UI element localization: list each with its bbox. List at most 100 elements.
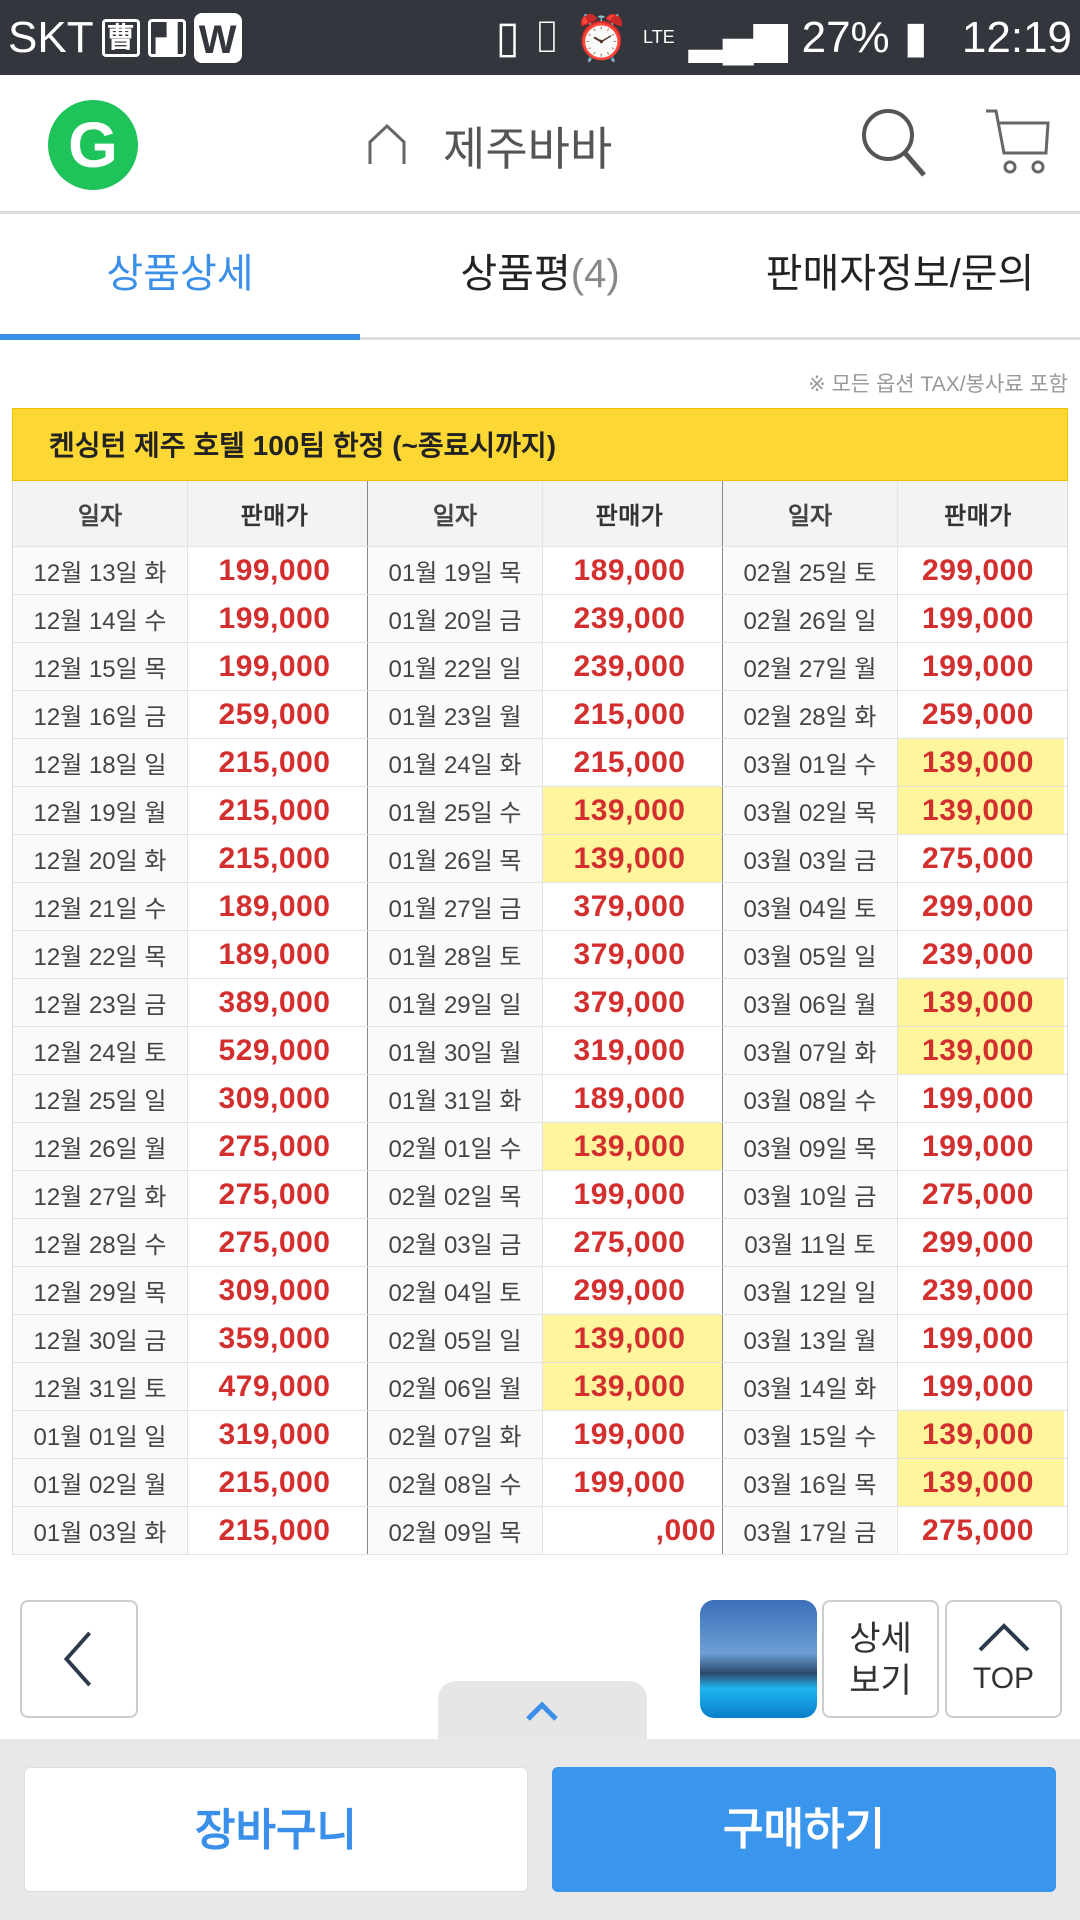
tab-seller-info[interactable]: 판매자정보/문의 bbox=[720, 214, 1080, 337]
date-cell: 12월 24일 토 bbox=[13, 1027, 188, 1074]
price-cell: 199,000 bbox=[188, 595, 368, 642]
date-cell: 02월 27일 월 bbox=[723, 643, 898, 690]
price-cell: 309,000 bbox=[188, 1267, 368, 1314]
tab-label: 판매자정보/문의 bbox=[765, 252, 1035, 296]
table-title: 켄싱턴 제주 호텔 100팀 한정 (~종료시까지) bbox=[12, 408, 1068, 481]
buy-button[interactable]: 구매하기 bbox=[552, 1767, 1056, 1892]
date-cell: 02월 09일 목 bbox=[368, 1507, 543, 1554]
price-cell: 215,000 bbox=[543, 691, 723, 738]
price-cell: 319,000 bbox=[188, 1411, 368, 1458]
scroll-top-button[interactable]: TOP bbox=[945, 1600, 1062, 1718]
date-cell: 01월 26일 목 bbox=[368, 835, 543, 882]
gallery-icon: ▟ bbox=[147, 18, 186, 57]
price-cell: 139,000 bbox=[898, 1411, 1064, 1458]
price-cell: 199,000 bbox=[543, 1171, 723, 1218]
gmarket-logo[interactable]: G bbox=[48, 100, 138, 190]
date-cell: 12월 23일 금 bbox=[13, 979, 188, 1026]
chevron-left-icon bbox=[63, 1631, 92, 1687]
table-row: 12월 16일 금 259,000 01월 23일 월 215,000 02월 28일 … bbox=[13, 691, 1067, 739]
price-cell: 139,000 bbox=[898, 1027, 1064, 1074]
price-cell: 479,000 bbox=[188, 1363, 368, 1410]
hotel-thumbnail[interactable] bbox=[700, 1600, 817, 1718]
date-cell: 03월 08일 수 bbox=[723, 1075, 898, 1122]
date-cell: 03월 09일 목 bbox=[723, 1123, 898, 1170]
date-cell: 12월 26일 월 bbox=[13, 1123, 188, 1170]
price-cell: 199,000 bbox=[922, 1129, 1034, 1163]
price-cell: 199,000 bbox=[922, 1369, 1034, 1403]
date-cell: 01월 22일 일 bbox=[368, 643, 543, 690]
tab-reviews[interactable]: 상품평(4) bbox=[360, 214, 720, 337]
bottom-action-bar: 장바구니 구매하기 bbox=[0, 1739, 1080, 1920]
price-cell: 139,000 bbox=[898, 787, 1064, 834]
review-count: (4) bbox=[570, 252, 620, 296]
date-cell: 02월 28일 화 bbox=[723, 691, 898, 738]
price-cell: 299,000 bbox=[543, 1267, 723, 1314]
top-label: TOP bbox=[972, 1662, 1035, 1695]
price-cell: 275,000 bbox=[922, 1177, 1034, 1211]
table-row: 12월 15일 목 199,000 01월 22일 일 239,000 02월 27일 … bbox=[13, 643, 1067, 691]
price-cell: 239,000 bbox=[922, 1273, 1034, 1307]
add-to-cart-button[interactable]: 장바구니 bbox=[24, 1767, 528, 1892]
date-cell: 12월 14일 수 bbox=[13, 595, 188, 642]
date-cell: 02월 25일 토 bbox=[723, 547, 898, 594]
status-bar: SKT 曹 ▟ W ▯ ⌷ ⏰ LTE ▂▄▆ 27% ▮ 12:19 bbox=[0, 0, 1080, 75]
price-cell: 275,000 bbox=[922, 1513, 1034, 1547]
date-cell: 01월 01일 일 bbox=[13, 1411, 188, 1458]
date-cell: 12월 25일 일 bbox=[13, 1075, 188, 1122]
view-detail-button[interactable]: 상세 보기 bbox=[822, 1600, 939, 1718]
clock: 12:19 bbox=[961, 12, 1072, 62]
date-cell: 12월 16일 금 bbox=[13, 691, 188, 738]
expand-handle[interactable] bbox=[438, 1681, 647, 1741]
price-cell: 189,000 bbox=[543, 547, 723, 594]
price-cell: 259,000 bbox=[188, 691, 368, 738]
date-cell: 03월 03일 금 bbox=[723, 835, 898, 882]
price-cell: 199,000 bbox=[188, 643, 368, 690]
app-header: G 제주바바 bbox=[0, 75, 1080, 214]
alarm-icon: ⏰ bbox=[574, 13, 630, 63]
price-cell: 199,000 bbox=[188, 547, 368, 594]
table-row: 12월 19일 월 215,000 01월 25일 수 139,000 03월 02일 … bbox=[13, 787, 1067, 835]
price-cell: 275,000 bbox=[188, 1171, 368, 1218]
price-cell: 389,000 bbox=[188, 979, 368, 1026]
prev-button[interactable] bbox=[20, 1600, 138, 1718]
column-header: 판매가 bbox=[944, 503, 1012, 530]
w-app-icon: W bbox=[193, 12, 242, 63]
carrier: SKT bbox=[8, 12, 94, 62]
date-cell: 12월 29일 목 bbox=[13, 1267, 188, 1314]
vibrate-icon: ⌷ bbox=[533, 12, 561, 62]
date-cell: 03월 07일 화 bbox=[723, 1027, 898, 1074]
search-icon[interactable] bbox=[858, 105, 928, 180]
tab-label: 상품평 bbox=[460, 252, 571, 296]
price-cell: 239,000 bbox=[543, 643, 723, 690]
price-cell: 275,000 bbox=[188, 1219, 368, 1266]
table-header-row: 일자 판매가 일자 판매가 일자 판매가 bbox=[13, 481, 1067, 547]
price-cell: 199,000 bbox=[543, 1459, 723, 1506]
tax-note: ※ 모든 옵션 TAX/봉사료 포함 bbox=[808, 373, 1068, 396]
cart-icon[interactable] bbox=[982, 107, 1052, 177]
date-cell: 12월 22일 목 bbox=[13, 931, 188, 978]
date-cell: 12월 30일 금 bbox=[13, 1315, 188, 1362]
price-cell: 199,000 bbox=[922, 601, 1034, 635]
price-cell: 379,000 bbox=[543, 979, 723, 1026]
date-cell: 02월 07일 화 bbox=[368, 1411, 543, 1458]
price-cell: 299,000 bbox=[922, 889, 1034, 923]
shop-name[interactable]: 제주바바 bbox=[443, 123, 613, 175]
price-cell: 275,000 bbox=[188, 1123, 368, 1170]
date-cell: 12월 19일 월 bbox=[13, 787, 188, 834]
price-cell: 139,000 bbox=[898, 739, 1064, 786]
screen-mirror-icon: ▯ bbox=[495, 13, 520, 62]
date-cell: 03월 02일 목 bbox=[723, 787, 898, 834]
column-header: 판매가 bbox=[543, 481, 723, 546]
price-cell: 239,000 bbox=[922, 937, 1034, 971]
column-header: 일자 bbox=[368, 481, 543, 546]
price-cell: 529,000 bbox=[188, 1027, 368, 1074]
date-cell: 01월 31일 화 bbox=[368, 1075, 543, 1122]
chevron-up-icon bbox=[526, 1701, 558, 1721]
table-row: 12월 21일 수 189,000 01월 27일 금 379,000 03월 04일 … bbox=[13, 883, 1067, 931]
battery-icon: ▮ bbox=[903, 13, 928, 62]
date-cell: 02월 05일 일 bbox=[368, 1315, 543, 1362]
price-cell: 215,000 bbox=[188, 1459, 368, 1506]
home-icon[interactable] bbox=[362, 120, 412, 170]
tab-product-detail[interactable]: 상품상세 bbox=[0, 214, 360, 340]
date-cell: 12월 31일 토 bbox=[13, 1363, 188, 1410]
